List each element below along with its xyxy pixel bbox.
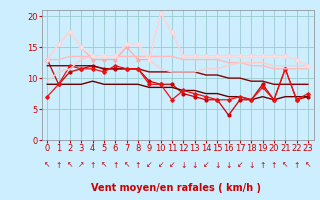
Text: ↑: ↑: [271, 160, 277, 170]
Text: ↑: ↑: [112, 160, 118, 170]
Text: ↖: ↖: [67, 160, 73, 170]
Text: ↖: ↖: [44, 160, 51, 170]
Text: ↑: ↑: [260, 160, 266, 170]
Text: ↙: ↙: [169, 160, 175, 170]
Text: ↑: ↑: [293, 160, 300, 170]
Text: ↙: ↙: [237, 160, 243, 170]
Text: ↓: ↓: [214, 160, 220, 170]
Text: ↗: ↗: [78, 160, 84, 170]
Text: ↑: ↑: [135, 160, 141, 170]
Text: ↑: ↑: [89, 160, 96, 170]
Text: ↓: ↓: [248, 160, 254, 170]
Text: ↙: ↙: [157, 160, 164, 170]
Text: Vent moyen/en rafales ( km/h ): Vent moyen/en rafales ( km/h ): [91, 183, 261, 193]
Text: ↖: ↖: [124, 160, 130, 170]
Text: ↙: ↙: [203, 160, 209, 170]
Text: ↖: ↖: [101, 160, 107, 170]
Text: ↖: ↖: [305, 160, 311, 170]
Text: ↙: ↙: [146, 160, 152, 170]
Text: ↓: ↓: [180, 160, 187, 170]
Text: ↓: ↓: [191, 160, 198, 170]
Text: ↑: ↑: [55, 160, 62, 170]
Text: ↖: ↖: [282, 160, 288, 170]
Text: ↓: ↓: [225, 160, 232, 170]
